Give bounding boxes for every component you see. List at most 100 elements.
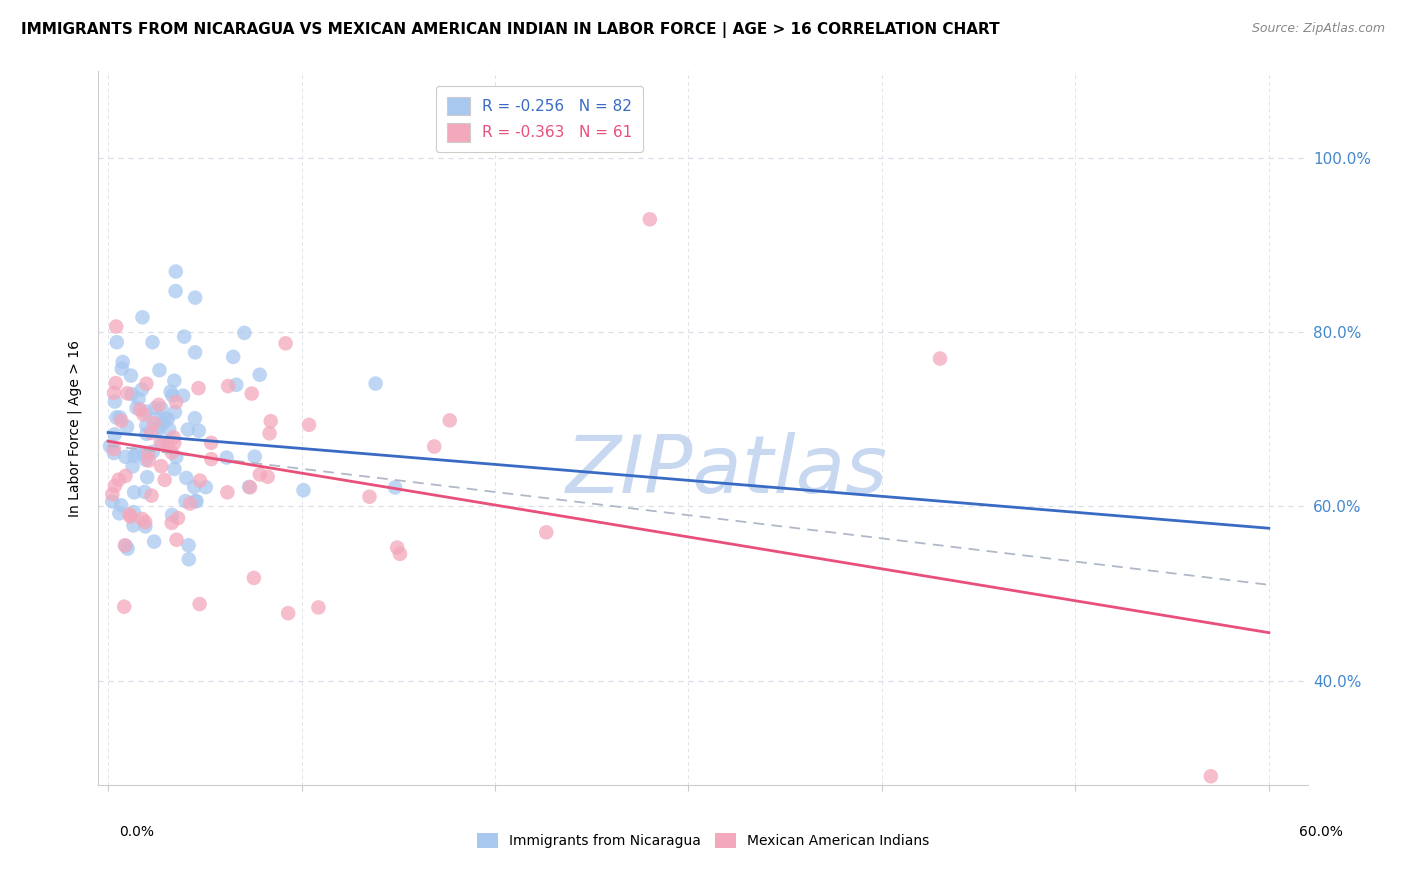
Point — [184, 345, 207, 359]
Point — [122, 505, 145, 519]
Point — [131, 512, 153, 526]
Point — [298, 417, 321, 432]
Text: 0.0%: 0.0% — [120, 825, 155, 839]
Point — [187, 424, 209, 438]
Point — [103, 385, 125, 400]
Point — [165, 450, 187, 464]
Point — [131, 383, 153, 397]
Point — [384, 480, 406, 494]
Point — [163, 405, 186, 419]
Point — [115, 386, 138, 401]
Point — [177, 552, 200, 566]
Point — [359, 490, 381, 504]
Point — [163, 374, 186, 388]
Point — [156, 412, 179, 426]
Point — [184, 494, 207, 508]
Point — [103, 442, 125, 456]
Point — [536, 525, 558, 540]
Point — [307, 600, 329, 615]
Point — [217, 485, 239, 500]
Point — [136, 446, 159, 460]
Point — [159, 384, 181, 399]
Point — [929, 351, 952, 366]
Point — [194, 480, 217, 494]
Point — [103, 446, 125, 460]
Point — [638, 212, 661, 227]
Point — [173, 329, 195, 343]
Point — [105, 335, 128, 350]
Point — [112, 599, 135, 614]
Point — [104, 376, 127, 390]
Point — [388, 547, 411, 561]
Point — [146, 423, 169, 437]
Point — [238, 480, 260, 494]
Point — [104, 394, 127, 409]
Point — [110, 414, 132, 428]
Point — [200, 435, 222, 450]
Point — [145, 411, 167, 425]
Point — [104, 479, 127, 493]
Point — [165, 264, 187, 278]
Text: ZIPatlas: ZIPatlas — [567, 432, 889, 510]
Legend: R = -0.256   N = 82, R = -0.363   N = 61: R = -0.256 N = 82, R = -0.363 N = 61 — [436, 87, 643, 153]
Point — [101, 487, 124, 501]
Point — [172, 389, 194, 403]
Point — [135, 426, 157, 441]
Point — [239, 480, 262, 494]
Point — [117, 541, 139, 556]
Point — [114, 538, 136, 552]
Point — [135, 376, 157, 391]
Point — [150, 459, 173, 474]
Point — [160, 445, 183, 459]
Point — [160, 508, 183, 522]
Point — [188, 474, 211, 488]
Point — [163, 436, 186, 450]
Point — [179, 497, 201, 511]
Point — [114, 468, 136, 483]
Point — [129, 402, 152, 417]
Point — [423, 440, 446, 454]
Point — [141, 335, 163, 350]
Point — [157, 422, 180, 436]
Point — [114, 539, 136, 553]
Point — [125, 401, 148, 415]
Point — [215, 450, 238, 465]
Point — [132, 408, 155, 422]
Point — [122, 518, 145, 533]
Y-axis label: In Labor Force | Age > 16: In Labor Force | Age > 16 — [67, 340, 83, 516]
Point — [249, 467, 271, 482]
Point — [134, 515, 156, 529]
Point — [259, 426, 281, 441]
Point — [118, 508, 141, 522]
Point — [148, 419, 170, 434]
Point — [121, 459, 143, 474]
Point — [233, 326, 256, 340]
Point — [134, 519, 156, 533]
Point — [120, 368, 142, 383]
Point — [128, 392, 150, 406]
Point — [260, 414, 283, 428]
Point — [98, 439, 121, 453]
Point — [240, 386, 263, 401]
Point — [184, 411, 207, 425]
Point — [217, 379, 239, 393]
Point — [141, 489, 163, 503]
Point — [364, 376, 387, 391]
Point — [183, 480, 205, 494]
Point — [166, 533, 188, 547]
Point — [135, 404, 157, 418]
Point — [134, 447, 156, 461]
Point — [135, 418, 157, 433]
Point — [110, 498, 132, 512]
Text: 60.0%: 60.0% — [1299, 825, 1343, 839]
Point — [177, 423, 200, 437]
Point — [243, 450, 266, 464]
Point — [143, 534, 166, 549]
Point — [105, 410, 128, 425]
Legend: Immigrants from Nicaragua, Mexican American Indians: Immigrants from Nicaragua, Mexican Ameri… — [471, 828, 935, 854]
Point — [277, 606, 299, 620]
Point — [124, 449, 146, 463]
Point — [107, 473, 129, 487]
Point — [174, 494, 197, 508]
Point — [186, 494, 208, 508]
